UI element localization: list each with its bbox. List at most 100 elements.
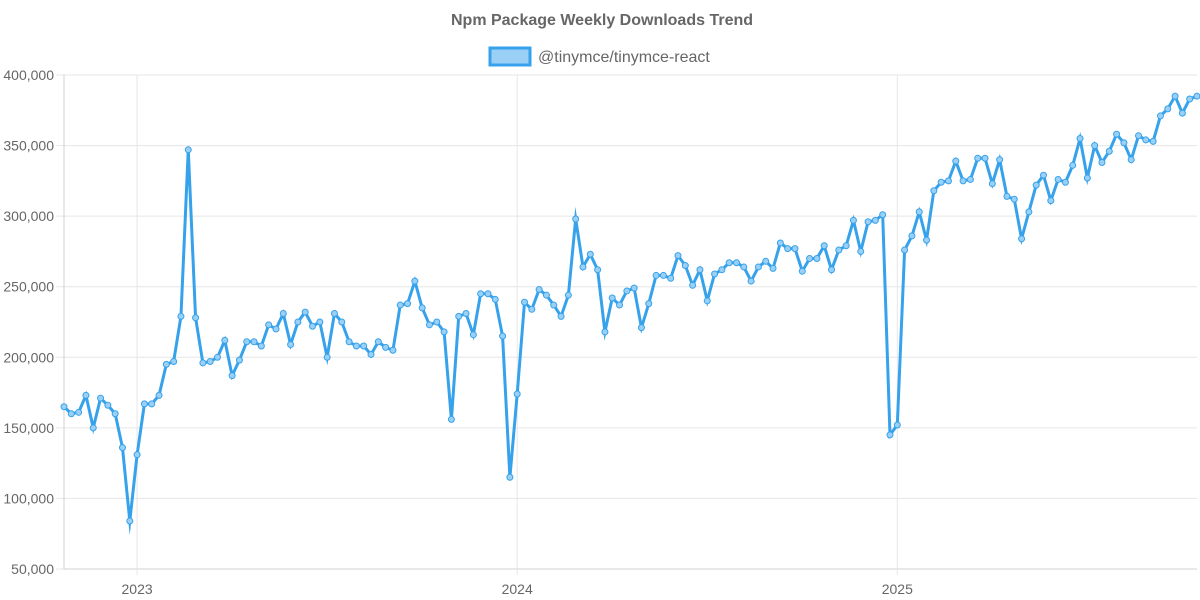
data-point[interactable] <box>630 284 638 292</box>
data-point[interactable] <box>901 246 909 254</box>
data-point[interactable] <box>988 180 996 188</box>
data-point[interactable] <box>301 308 309 316</box>
data-point[interactable] <box>1061 178 1069 186</box>
data-point[interactable] <box>1149 137 1157 145</box>
data-point[interactable] <box>243 338 251 346</box>
data-point[interactable] <box>996 156 1004 164</box>
data-point[interactable] <box>747 277 755 285</box>
data-point[interactable] <box>155 391 163 399</box>
data-point[interactable] <box>1076 135 1084 143</box>
data-point[interactable] <box>681 262 689 270</box>
data-point[interactable] <box>338 318 346 326</box>
data-point[interactable] <box>586 250 594 258</box>
data-point[interactable] <box>272 325 280 333</box>
data-point[interactable] <box>184 146 192 154</box>
data-point[interactable] <box>616 301 624 309</box>
data-point[interactable] <box>396 301 404 309</box>
data-point[interactable] <box>959 177 967 185</box>
data-point[interactable] <box>1127 156 1135 164</box>
data-point[interactable] <box>784 245 792 253</box>
data-point[interactable] <box>192 314 200 322</box>
data-point[interactable] <box>601 328 609 336</box>
data-point[interactable] <box>97 394 105 402</box>
data-point[interactable] <box>206 358 214 366</box>
data-point[interactable] <box>1003 192 1011 200</box>
data-point[interactable] <box>1047 197 1055 205</box>
data-point[interactable] <box>637 324 645 332</box>
data-point[interactable] <box>521 298 529 306</box>
data-point[interactable] <box>126 517 134 525</box>
data-point[interactable] <box>67 410 75 418</box>
data-point[interactable] <box>879 211 887 219</box>
data-point[interactable] <box>1098 159 1106 167</box>
data-point[interactable] <box>711 270 719 278</box>
data-point[interactable] <box>769 264 777 272</box>
data-point[interactable] <box>550 301 558 309</box>
data-point[interactable] <box>1156 112 1164 120</box>
data-point[interactable] <box>440 328 448 336</box>
data-point[interactable] <box>1025 208 1033 216</box>
data-point[interactable] <box>1105 147 1113 155</box>
data-point[interactable] <box>279 310 287 318</box>
data-point[interactable] <box>316 318 324 326</box>
data-point[interactable] <box>477 290 485 298</box>
data-point[interactable] <box>60 403 68 411</box>
data-point[interactable] <box>572 215 580 223</box>
legend-label[interactable]: @tinymce/tinymce-react <box>538 49 710 66</box>
data-point[interactable] <box>170 358 178 366</box>
data-point[interactable] <box>849 216 857 224</box>
data-point[interactable] <box>425 321 433 329</box>
data-point[interactable] <box>75 408 83 416</box>
data-point[interactable] <box>564 291 572 299</box>
data-point[interactable] <box>835 246 843 254</box>
data-point[interactable] <box>886 431 894 439</box>
data-point[interactable] <box>199 359 207 367</box>
data-point[interactable] <box>732 259 740 267</box>
data-point[interactable] <box>133 451 141 459</box>
data-point[interactable] <box>579 263 587 271</box>
data-point[interactable] <box>696 266 704 274</box>
data-point[interactable] <box>762 257 770 265</box>
data-point[interactable] <box>798 267 806 275</box>
data-point[interactable] <box>981 154 989 162</box>
data-point[interactable] <box>718 266 726 274</box>
data-point[interactable] <box>462 310 470 318</box>
data-point[interactable] <box>1113 130 1121 138</box>
data-point[interactable] <box>944 177 952 185</box>
data-point[interactable] <box>820 242 828 250</box>
data-point[interactable] <box>652 271 660 279</box>
data-point[interactable] <box>382 343 390 351</box>
data-point[interactable] <box>148 400 156 408</box>
data-point[interactable] <box>104 401 112 409</box>
data-point[interactable] <box>345 338 353 346</box>
data-point[interactable] <box>506 473 514 481</box>
data-point[interactable] <box>89 424 97 432</box>
data-point[interactable] <box>1186 95 1194 103</box>
data-point[interactable] <box>1178 109 1186 117</box>
data-point[interactable] <box>608 294 616 302</box>
legend[interactable]: @tinymce/tinymce-react <box>488 46 710 67</box>
data-point[interactable] <box>257 342 265 350</box>
data-point[interactable] <box>177 312 185 320</box>
data-point[interactable] <box>323 353 331 361</box>
data-point[interactable] <box>1032 181 1040 189</box>
data-point[interactable] <box>703 297 711 305</box>
data-point[interactable] <box>265 321 273 329</box>
data-point[interactable] <box>923 236 931 244</box>
data-point[interactable] <box>140 400 148 408</box>
data-point[interactable] <box>893 421 901 429</box>
data-point[interactable] <box>309 322 317 330</box>
data-point[interactable] <box>1083 174 1091 182</box>
data-point[interactable] <box>499 332 507 340</box>
data-point[interactable] <box>411 277 419 285</box>
data-point[interactable] <box>740 263 748 271</box>
data-point[interactable] <box>1142 136 1150 144</box>
data-point[interactable] <box>528 305 536 313</box>
data-point[interactable] <box>952 157 960 165</box>
data-point[interactable] <box>1193 92 1200 100</box>
data-point[interactable] <box>915 208 923 216</box>
data-point[interactable] <box>725 259 733 267</box>
data-point[interactable] <box>623 287 631 295</box>
data-point[interactable] <box>857 247 865 255</box>
data-point[interactable] <box>1018 235 1026 243</box>
